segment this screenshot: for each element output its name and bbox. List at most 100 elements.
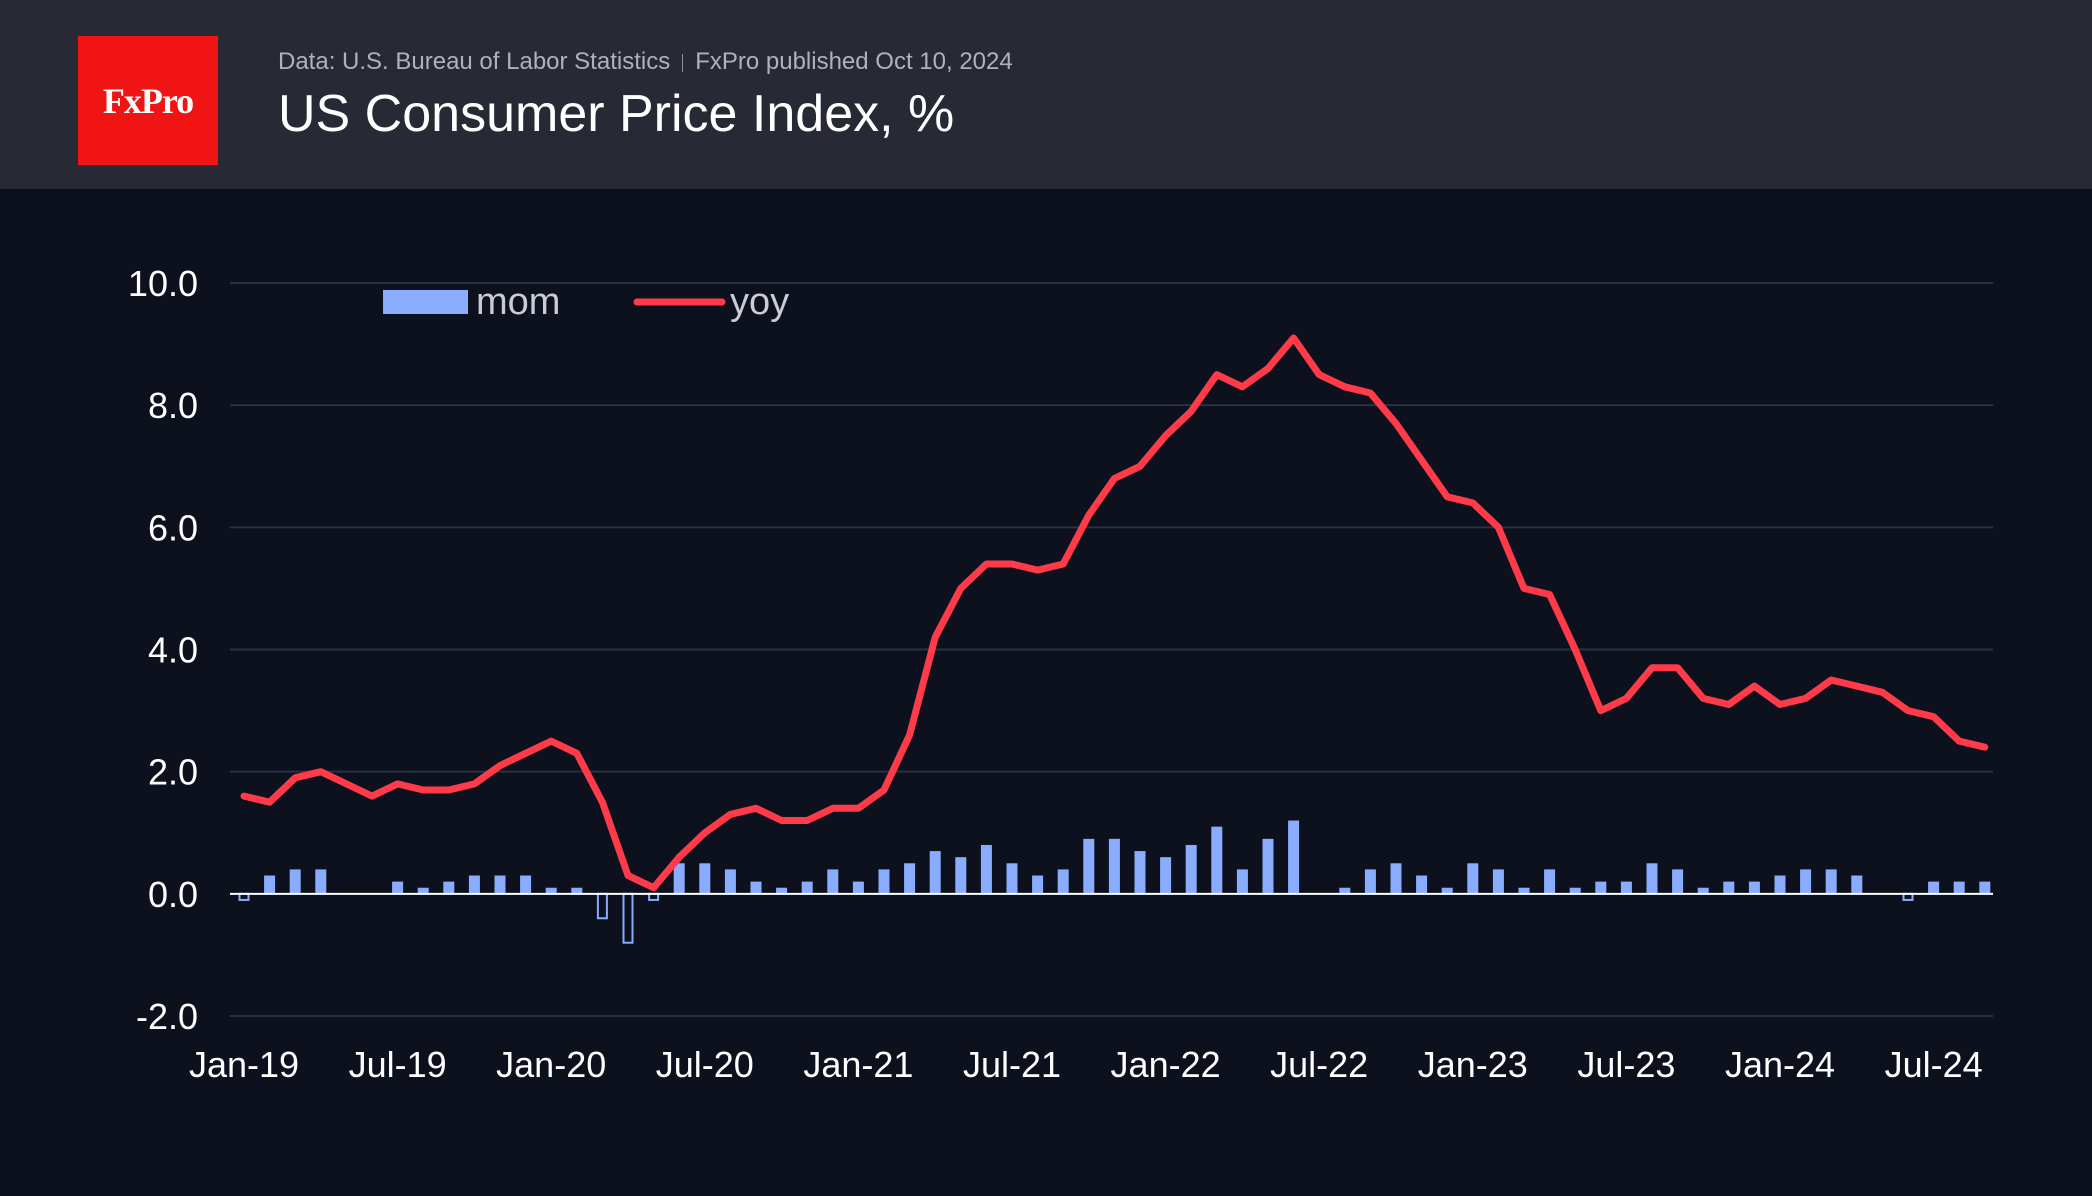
mom-bar	[1288, 820, 1300, 894]
mom-bar	[289, 869, 301, 894]
source-line: Data: U.S. Bureau of Labor Statistics FxP…	[278, 48, 1013, 76]
mom-bar	[1774, 875, 1786, 894]
published-date: FxPro published Oct 10, 2024	[695, 48, 1013, 75]
mom-bar	[1006, 863, 1018, 894]
mom-bar	[468, 875, 480, 894]
mom-bar	[750, 881, 762, 894]
x-tick-label: Jan-21	[803, 1044, 913, 1085]
mom-bar	[1595, 881, 1607, 894]
gridlines	[230, 282, 1993, 1017]
x-tick-label: Jan-23	[1418, 1044, 1528, 1085]
y-tick-label: 6.0	[148, 507, 198, 548]
mom-bar	[545, 887, 557, 894]
mom-bar	[1236, 869, 1248, 894]
mom-bar	[673, 863, 685, 894]
mom-bar	[315, 869, 327, 894]
header-bar: FxPro Data: U.S. Bureau of Labor Statist…	[0, 0, 2092, 189]
legend-yoy-label: yoy	[730, 281, 789, 323]
mom-bar	[1646, 863, 1658, 894]
x-tick-label: Jan-20	[496, 1044, 606, 1085]
mom-bar	[1953, 881, 1965, 894]
x-tick-label: Jul-19	[349, 1044, 447, 1085]
y-tick-label: -2.0	[136, 996, 198, 1037]
legend: mom yoy	[383, 281, 789, 323]
x-axis-ticks: Jan-19 Jul-19 Jan-20 Jul-20 Jan-21 Jul-21 Jan-…	[189, 1044, 1983, 1085]
x-tick-label: Jan-19	[189, 1044, 299, 1085]
x-tick-label: Jul-23	[1577, 1044, 1675, 1085]
mom-bar	[1748, 881, 1760, 894]
legend-mom-label: mom	[476, 281, 560, 323]
mom-bar	[1979, 881, 1991, 894]
y-tick-label: 4.0	[148, 630, 198, 671]
mom-bar	[1160, 857, 1172, 894]
mom-bar	[1569, 887, 1581, 894]
y-tick-label: 2.0	[148, 752, 198, 793]
mom-bar	[1723, 881, 1735, 894]
fxpro-logo: FxPro	[78, 36, 218, 165]
mom-bar	[1083, 838, 1095, 894]
mom-bar	[520, 875, 532, 894]
data-source: Data: U.S. Bureau of Labor Statistics	[278, 48, 671, 75]
mom-bar	[1800, 869, 1812, 894]
mom-bar	[596, 892, 608, 920]
mom-bar	[1620, 881, 1632, 894]
mom-bars	[238, 820, 1991, 944]
mom-bar	[1057, 869, 1069, 894]
x-tick-label: Jul-22	[1270, 1044, 1368, 1085]
x-tick-label: Jan-22	[1111, 1044, 1221, 1085]
mom-bar	[1544, 869, 1556, 894]
mom-bar	[622, 892, 634, 944]
yoy-line	[240, 334, 1989, 892]
mom-bar	[929, 851, 941, 894]
mom-bar	[699, 863, 711, 894]
y-tick-label: 10.0	[128, 263, 198, 304]
x-tick-label: Jan-24	[1725, 1044, 1835, 1085]
mom-bar	[1185, 844, 1197, 894]
mom-bar	[1492, 869, 1504, 894]
mom-bar	[1339, 887, 1351, 894]
mom-bar	[878, 869, 890, 894]
mom-bar	[1416, 875, 1428, 894]
legend-mom-swatch	[383, 290, 468, 314]
mom-bar	[1108, 838, 1120, 894]
mom-bar	[443, 881, 455, 894]
mom-bar	[1211, 826, 1223, 894]
y-tick-label: 8.0	[148, 385, 198, 426]
mom-bar	[955, 857, 967, 894]
mom-bar	[1467, 863, 1479, 894]
mom-bar	[776, 887, 788, 894]
divider	[682, 53, 684, 72]
x-tick-label: Jul-20	[656, 1044, 754, 1085]
mom-bar	[1928, 881, 1940, 894]
yoy-line-group	[240, 334, 1989, 892]
mom-bar	[571, 887, 583, 894]
logo-text: FxPro	[102, 80, 194, 121]
mom-bar	[1518, 887, 1530, 894]
mom-bar	[852, 881, 864, 894]
mom-bar	[392, 881, 404, 894]
mom-bar	[1672, 869, 1684, 894]
mom-bar	[801, 881, 813, 894]
mom-bar	[1697, 887, 1709, 894]
mom-bar	[1364, 869, 1376, 894]
mom-bar	[980, 844, 992, 894]
x-tick-label: Jul-24	[1885, 1044, 1983, 1085]
y-tick-label: 0.0	[148, 874, 198, 915]
mom-bar	[1441, 887, 1453, 894]
mom-bar	[904, 863, 916, 894]
mom-bar	[417, 887, 429, 894]
mom-bar	[1032, 875, 1044, 894]
mom-bar	[827, 869, 839, 894]
mom-bar	[724, 869, 736, 894]
mom-bar	[264, 875, 276, 894]
chart-title: US Consumer Price Index, %	[278, 85, 955, 143]
mom-bar	[1825, 869, 1837, 894]
mom-bar	[1134, 851, 1146, 894]
mom-bar	[1390, 863, 1402, 894]
y-axis-ticks: 10.0 8.0 6.0 4.0 2.0 0.0 -2.0	[128, 263, 198, 1037]
mom-bar	[494, 875, 506, 894]
x-tick-label: Jul-21	[963, 1044, 1061, 1085]
mom-bar	[1262, 838, 1274, 894]
mom-bar	[1851, 875, 1863, 894]
